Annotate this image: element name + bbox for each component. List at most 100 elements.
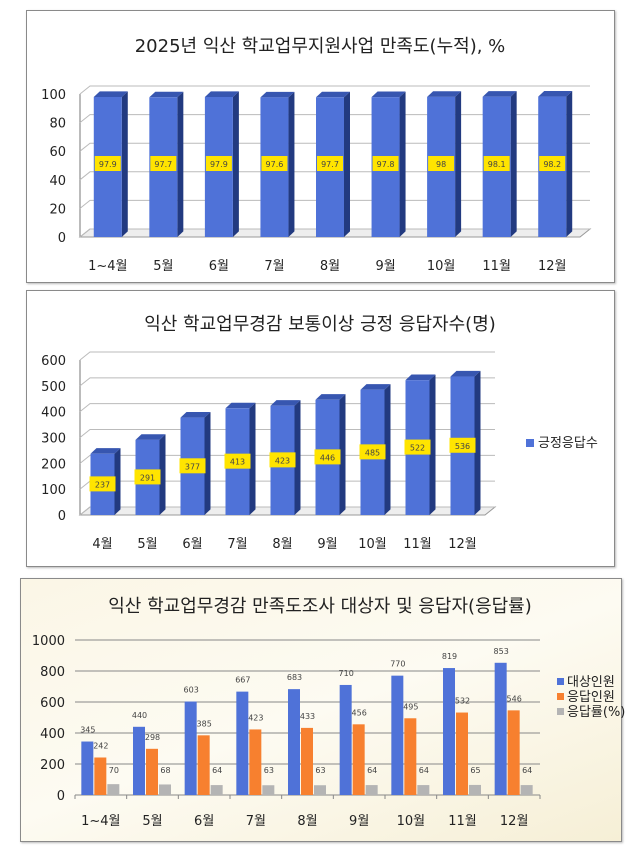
bar-top	[93, 91, 128, 98]
y-tick-label: 100	[41, 483, 66, 498]
data-label: 433	[300, 712, 315, 721]
bar	[146, 748, 158, 795]
legend-swatch	[526, 439, 534, 447]
x-tick-label: 8월	[320, 259, 340, 274]
bar-top	[204, 91, 239, 98]
data-label-bg	[483, 156, 510, 171]
x-tick-label: 12월	[500, 814, 529, 829]
bar-side	[121, 91, 128, 237]
data-label: 98.2	[543, 160, 561, 169]
bar	[417, 785, 430, 795]
gridline	[79, 403, 495, 413]
bar	[94, 757, 107, 795]
bar-top	[427, 91, 462, 97]
x-tick-label: 7월	[246, 814, 266, 829]
y-tick-label: 200	[40, 758, 65, 773]
bar-side	[344, 91, 350, 238]
legend-label: 대상인원	[567, 675, 615, 690]
bar	[391, 675, 404, 795]
bar	[249, 729, 262, 795]
y-tick-label: 400	[41, 406, 66, 421]
bar-top	[180, 412, 211, 418]
bar	[404, 718, 417, 795]
bar	[456, 712, 468, 795]
data-label: 97.9	[99, 160, 117, 169]
y-tick-label: 80	[49, 117, 66, 132]
x-tick-label: 9월	[349, 814, 369, 829]
bar	[301, 727, 313, 795]
bar-side	[294, 400, 301, 515]
y-tick-label: 600	[40, 696, 65, 711]
data-label-bg	[269, 452, 296, 468]
bar-top	[149, 91, 184, 98]
bar-top	[135, 434, 166, 440]
data-label: 603	[184, 686, 199, 695]
y-tick-label: 40	[49, 174, 66, 189]
legend-label: 응답인원	[567, 690, 615, 705]
data-label: 64	[522, 766, 532, 775]
bar-top	[405, 374, 436, 381]
bar-top	[482, 91, 517, 97]
x-tick-label: 1~4월	[88, 259, 127, 274]
data-label: 64	[212, 766, 222, 775]
data-label: 485	[365, 448, 380, 457]
y-tick-label: 0	[57, 789, 65, 804]
data-label: 65	[470, 766, 480, 775]
bar-side	[384, 384, 391, 515]
gridline	[79, 171, 590, 181]
bar-side	[249, 402, 256, 515]
bar-top	[270, 400, 301, 406]
bar	[262, 785, 275, 795]
x-tick-label: 6월	[209, 259, 229, 274]
x-tick-label: 12월	[538, 259, 567, 274]
data-label: 70	[109, 766, 119, 775]
bar	[507, 710, 520, 795]
data-label: 97.9	[210, 160, 228, 169]
bar-top	[316, 91, 350, 98]
data-label: 770	[390, 660, 405, 669]
bar-top	[225, 402, 256, 409]
bar-side	[566, 90, 573, 237]
data-label: 242	[93, 741, 108, 750]
bar-top	[90, 448, 121, 454]
bar-side	[232, 91, 239, 237]
gridline	[79, 85, 590, 95]
bar	[314, 785, 326, 795]
data-label: 291	[140, 473, 155, 482]
bar-top	[360, 384, 391, 390]
bar-side	[455, 91, 462, 237]
bar-side	[114, 448, 121, 515]
x-tick-label: 6월	[182, 537, 202, 552]
x-tick-label: 7월	[227, 537, 247, 552]
x-tick-label: 8월	[272, 537, 292, 552]
bar-side	[177, 91, 184, 238]
x-tick-label: 8월	[297, 814, 317, 829]
data-label: 64	[367, 766, 377, 775]
x-tick-label: 10월	[397, 814, 426, 829]
y-tick-label: 300	[41, 432, 66, 447]
x-tick-label: 11월	[448, 814, 477, 829]
bar	[339, 684, 352, 795]
bar-side	[510, 91, 517, 237]
gridline	[79, 114, 590, 123]
data-label: 423	[275, 456, 290, 465]
data-label-bg	[261, 156, 288, 171]
gridline	[79, 351, 495, 361]
data-label: 63	[264, 766, 274, 775]
y-tick-label: 800	[40, 665, 65, 680]
x-tick-label: 7월	[264, 259, 284, 274]
bar-top	[315, 394, 346, 400]
data-label: 298	[145, 733, 160, 742]
data-label-bg	[428, 156, 455, 171]
data-label: 345	[80, 726, 95, 735]
bar	[352, 724, 365, 795]
data-label: 97.8	[377, 160, 395, 169]
data-label: 546	[507, 694, 522, 703]
bar-side	[159, 434, 166, 515]
y-tick-label: 60	[49, 145, 66, 160]
bar	[184, 701, 197, 795]
chart-survey-respondents	[20, 578, 622, 842]
data-label-bg	[314, 449, 341, 465]
bar	[107, 784, 120, 795]
data-label-bg	[317, 156, 343, 171]
